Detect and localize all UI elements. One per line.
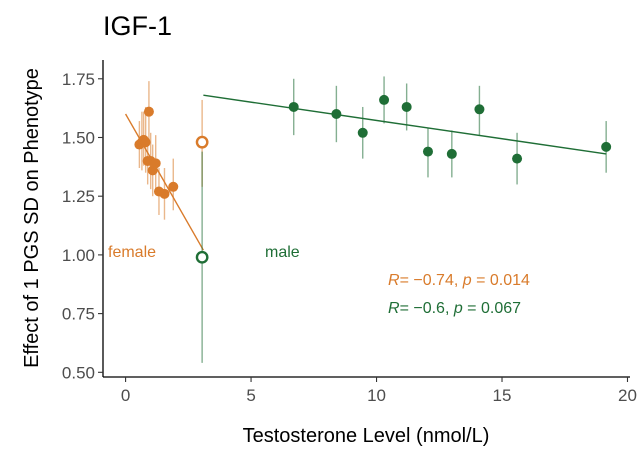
male-data-point <box>512 153 523 164</box>
y-tick-label: 1.75 <box>62 70 95 89</box>
male-data-point <box>379 94 390 105</box>
male-data-point <box>422 146 433 157</box>
x-tick-label: 0 <box>121 386 130 405</box>
male-fit-line <box>203 94 607 155</box>
male-correlation-stat: R= −0.6, p = 0.067 <box>388 300 521 317</box>
x-tick-label: 5 <box>246 386 255 405</box>
female-group-label: female <box>108 244 156 261</box>
male-r-symbol: R <box>388 300 400 317</box>
y-tick-label: 1.50 <box>62 128 95 147</box>
y-tick-label: 1.00 <box>62 246 95 265</box>
y-tick-label: 1.25 <box>62 187 95 206</box>
female-stat-sep: , <box>454 272 463 289</box>
female-r-value: = −0.74 <box>400 272 454 289</box>
male-data-point <box>601 141 612 152</box>
male-data-point <box>357 127 368 138</box>
male-data-point <box>401 101 412 112</box>
male-group-label: male <box>265 244 300 261</box>
x-tick-label: 15 <box>493 386 512 405</box>
y-tick-label: 0.75 <box>62 305 95 324</box>
male-data-point <box>446 148 457 159</box>
female-data-point <box>168 181 179 192</box>
male-stat-sep: , <box>445 300 454 317</box>
chart-title: IGF-1 <box>103 11 172 41</box>
male-data-point <box>474 104 485 115</box>
male-open-point <box>195 250 209 264</box>
female-data-point <box>150 158 161 169</box>
y-ticks: 0.50 0.75 1.00 1.25 1.50 1.75 <box>62 70 103 382</box>
plot-area <box>124 76 612 363</box>
x-axis-title: Testosterone Level (nmol/L) <box>243 425 490 447</box>
male-p-value: = 0.067 <box>463 300 521 317</box>
female-open-point <box>195 135 209 149</box>
y-tick-label: 0.50 <box>62 363 95 382</box>
y-axis-title: Effect of 1 PGS SD on Phenotype <box>21 68 43 368</box>
x-tick-label: 10 <box>367 386 386 405</box>
male-r-value: = −0.6 <box>400 300 445 317</box>
female-correlation-stat: R= −0.74, p = 0.014 <box>388 272 530 289</box>
female-data-point <box>159 188 170 199</box>
female-p-symbol: p <box>462 272 472 289</box>
x-tick-label: 20 <box>618 386 637 405</box>
male-data-point <box>331 109 342 120</box>
female-data-point <box>140 137 151 148</box>
female-p-value: = 0.014 <box>472 272 530 289</box>
female-r-symbol: R <box>388 272 400 289</box>
male-data-point <box>288 101 299 112</box>
male-p-symbol: p <box>453 300 463 317</box>
female-data-point <box>143 106 154 117</box>
x-ticks: 0 5 10 15 20 <box>121 377 637 405</box>
